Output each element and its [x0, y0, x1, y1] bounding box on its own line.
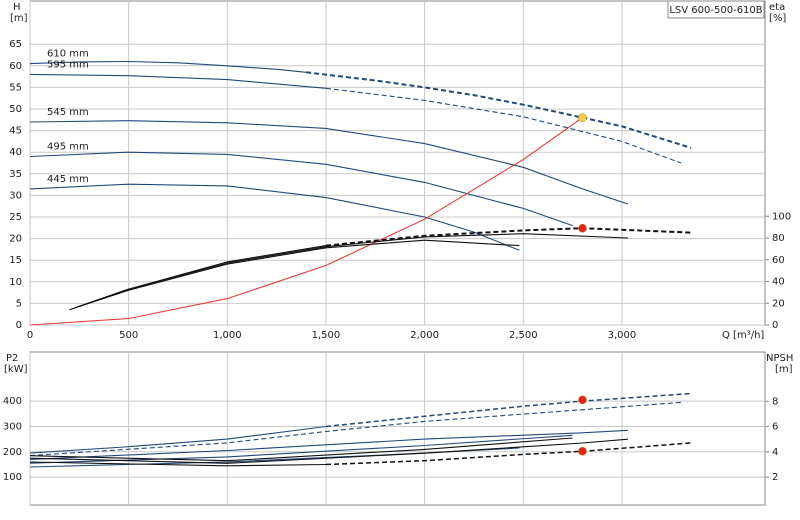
- y2-axis-unit: [%]: [769, 13, 786, 24]
- curve: [29, 120, 629, 205]
- curve: [75, 233, 628, 309]
- curve: [29, 437, 573, 462]
- y-tick-label: 20: [9, 234, 22, 245]
- curve: [29, 434, 573, 464]
- y2-tick-label: 40: [772, 277, 785, 288]
- y-tick-label: 400: [3, 396, 22, 407]
- curve: [29, 401, 682, 457]
- y-tick-label: 45: [9, 126, 22, 137]
- plot-frame: [29, 0, 766, 326]
- y-axis-unit: [kW]: [4, 364, 28, 375]
- curve-label: 610 mm: [47, 49, 89, 60]
- curve: [29, 117, 583, 326]
- y2-tick-label: 20: [772, 298, 785, 309]
- y-tick-label: 50: [9, 104, 22, 115]
- x-tick-label: 3,000: [608, 330, 637, 341]
- y-tick-label: 30: [9, 190, 22, 201]
- curve: [29, 429, 628, 460]
- y-tick-label: 15: [9, 255, 22, 266]
- y-axis-label: H: [13, 2, 21, 13]
- y-tick-label: 100: [3, 472, 22, 483]
- curve: [29, 461, 327, 467]
- curve: [325, 227, 692, 247]
- y-tick-label: 55: [9, 82, 22, 93]
- x-tick-label: 0: [27, 330, 33, 341]
- curve: [79, 239, 520, 308]
- x-tick-label: 500: [119, 330, 138, 341]
- curve: [29, 425, 327, 454]
- y-axis-label: P2: [6, 353, 18, 364]
- x-tick-label: 1,000: [213, 330, 242, 341]
- y2-tick-label: 6: [772, 422, 778, 433]
- y-tick-label: 40: [9, 147, 22, 158]
- y2-axis-unit: [m]: [775, 364, 793, 375]
- y-tick-label: 300: [3, 421, 22, 432]
- operating-point: [578, 395, 587, 405]
- chart-title: LSV 600-500-610B: [669, 5, 762, 16]
- curve: [325, 392, 692, 428]
- curve: [325, 87, 682, 164]
- y-tick-label: 10: [9, 277, 22, 288]
- curve-label: 595 mm: [47, 59, 89, 70]
- y2-tick-label: 60: [772, 255, 785, 266]
- operating-point: [578, 223, 587, 233]
- y-tick-label: 60: [9, 61, 22, 72]
- y2-tick-label: 80: [772, 233, 785, 244]
- curve: [29, 73, 327, 89]
- x-tick-label: 2,000: [410, 330, 439, 341]
- curve: [69, 245, 327, 311]
- y2-axis-label: eta: [769, 2, 785, 13]
- y-tick-label: 5: [16, 298, 22, 309]
- y2-tick-label: 8: [772, 396, 778, 407]
- y2-axis-label: NPSH: [766, 353, 793, 364]
- y2-tick-label: 2: [772, 472, 778, 483]
- plot-frame: [29, 351, 766, 506]
- curve-label: 495 mm: [47, 142, 89, 153]
- x-tick-label: 1,500: [312, 330, 341, 341]
- curve: [29, 151, 573, 227]
- curve: [325, 442, 692, 466]
- y2-tick-label: 100: [772, 211, 791, 222]
- y-tick-label: 25: [9, 212, 22, 223]
- curve: [306, 71, 692, 149]
- title-box: [667, 0, 765, 19]
- y-tick-label: 0: [16, 320, 22, 331]
- x-axis-label: Q [m³/h]: [722, 330, 764, 341]
- operating-point: [578, 113, 587, 122]
- y2-tick-label: 0: [772, 320, 778, 331]
- y2-tick-label: 4: [772, 447, 778, 458]
- curve: [29, 60, 307, 73]
- y-axis-unit: [m]: [10, 13, 28, 24]
- y-tick-label: 65: [9, 39, 22, 50]
- y-tick-label: 200: [3, 447, 22, 458]
- operating-point: [578, 447, 587, 456]
- y-tick-label: 35: [9, 169, 22, 180]
- x-tick-label: 2,500: [509, 330, 538, 341]
- curve-label: 445 mm: [47, 174, 89, 185]
- curve-label: 545 mm: [47, 107, 89, 118]
- curve: [29, 438, 628, 464]
